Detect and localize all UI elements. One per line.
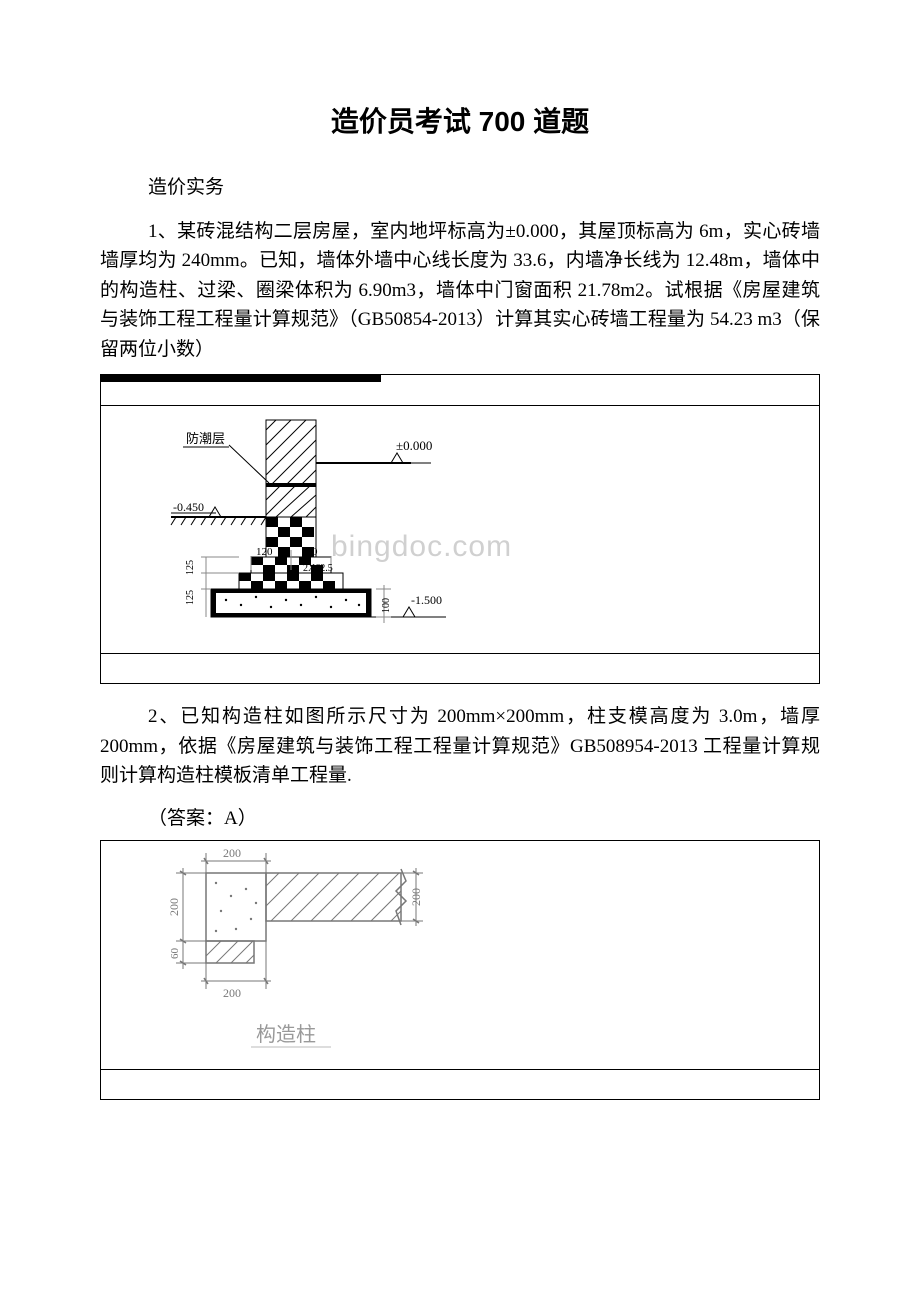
svg-text:120: 120 (301, 546, 318, 558)
svg-text:构造柱: 构造柱 (256, 1023, 316, 1046)
figure-2-bottom-divider (101, 1069, 819, 1099)
svg-text:200: 200 (223, 986, 241, 1000)
question-2-answer: （答案：A） (148, 803, 820, 830)
svg-text:防潮层: 防潮层 (186, 431, 225, 446)
question-1-text: 1、某砖混结构二层房屋，室内地坪标高为±0.000，其屋顶标高为 6m，实心砖墙… (100, 217, 820, 364)
svg-text:100: 100 (381, 598, 392, 613)
figure-2-container: 200 200 60 200 200 构造柱 (100, 840, 820, 1100)
svg-text:120: 120 (256, 546, 273, 558)
figure-1-bottom-divider (101, 653, 819, 683)
page-title: 造价员考试 700 道题 (100, 100, 820, 140)
section-label: 造价实务 (148, 172, 820, 199)
svg-text:200: 200 (409, 888, 423, 906)
svg-text:2X62.5: 2X62.5 (303, 563, 333, 574)
svg-text:±0.000: ±0.000 (396, 438, 432, 453)
figure-1-svg: ±0.000 (101, 375, 821, 685)
svg-text:200: 200 (223, 846, 241, 860)
svg-text:125: 125 (185, 590, 196, 605)
svg-text:125: 125 (185, 560, 196, 575)
svg-text:200: 200 (167, 898, 181, 916)
figure-2-svg: 200 200 60 200 200 构造柱 (101, 841, 821, 1101)
svg-text:60: 60 (169, 947, 181, 959)
svg-text:-0.450: -0.450 (173, 500, 204, 514)
figure-1-container: ±0.000 (100, 374, 820, 684)
question-2-text: 2、已知构造柱如图所示尺寸为 200mm×200mm，柱支模高度为 3.0m，墙… (100, 702, 820, 790)
svg-text:-1.500: -1.500 (411, 593, 442, 607)
